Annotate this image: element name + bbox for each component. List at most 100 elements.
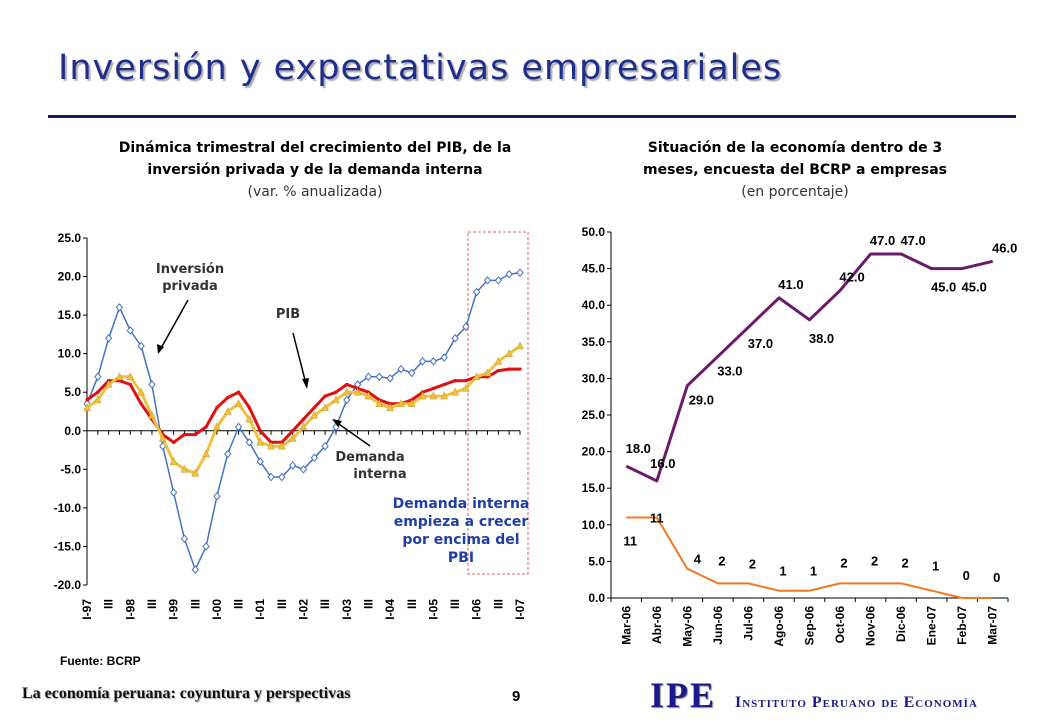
right-series-0-line xyxy=(625,252,994,483)
inversion-point xyxy=(245,438,254,447)
annotation-inversion: Inversión xyxy=(156,262,224,277)
pib-point xyxy=(431,386,435,390)
left-x-tick-label: I-97 xyxy=(80,599,94,620)
demanda-point xyxy=(83,403,91,411)
demanda-point xyxy=(212,422,221,431)
right-data-label-peor: 2 xyxy=(749,556,756,571)
pib-point xyxy=(226,396,230,400)
demanda-point xyxy=(202,449,210,458)
left-y-tick-label: -15.0 xyxy=(54,539,82,553)
institute-name: Instituto Peruano de Economía xyxy=(735,694,978,711)
demanda-point xyxy=(234,399,243,408)
demanda-point xyxy=(429,391,438,400)
left-y-tick-label: -10.0 xyxy=(54,501,82,515)
left-x-tick-label: III xyxy=(232,599,246,609)
demanda-point xyxy=(364,391,373,400)
pib-point xyxy=(258,429,262,433)
pib-point xyxy=(237,390,241,394)
demanda-point xyxy=(397,399,405,408)
source-note: Fuente: BCRP xyxy=(60,654,141,668)
left-y-tick-label: -5.0 xyxy=(60,462,81,476)
demanda-point xyxy=(494,356,503,365)
inversion-point xyxy=(364,372,373,382)
right-data-label-peor: 11 xyxy=(623,533,637,548)
right-data-label-mejor: 33.0 xyxy=(717,363,742,378)
inversion-point xyxy=(148,380,156,389)
left-x-tick-label: III xyxy=(318,599,332,609)
inversion-point xyxy=(494,276,503,285)
demanda-point xyxy=(461,383,470,392)
right-data-label-peor: 2 xyxy=(871,553,878,568)
page-number: 9 xyxy=(512,688,521,705)
right-x-tick-label: Nov-06 xyxy=(864,606,878,646)
pib-point xyxy=(150,417,154,421)
inversion-point xyxy=(451,333,459,343)
pib-point xyxy=(334,390,338,394)
right-data-label-mejor: 38.0 xyxy=(809,331,834,346)
demanda-point xyxy=(256,437,265,446)
demanda-point xyxy=(115,372,124,381)
pib-point xyxy=(323,394,327,398)
right-data-label-peor: 11 xyxy=(650,510,664,525)
demanda-point xyxy=(472,372,481,381)
pib-point xyxy=(518,367,522,371)
demanda-point xyxy=(516,341,524,350)
pib-point xyxy=(247,406,251,410)
inversion-point xyxy=(256,457,264,466)
demanda-point xyxy=(245,414,254,423)
left-x-tick-label: III xyxy=(405,599,419,609)
demanda-point xyxy=(191,468,200,477)
demanda-point xyxy=(375,399,384,408)
right-data-label-mejor: 16.0 xyxy=(650,456,675,471)
right-data-label-peor: 2 xyxy=(840,555,847,570)
demanda-point xyxy=(137,387,146,396)
demanda-point xyxy=(277,441,286,450)
arrowhead-inversion xyxy=(157,344,164,354)
pib-point xyxy=(215,406,219,410)
inversion-point xyxy=(94,372,102,382)
inversion-point xyxy=(321,441,329,451)
arrowhead-demanda xyxy=(332,419,342,427)
left-x-tick-label: III xyxy=(275,599,289,609)
pib-point xyxy=(464,379,468,383)
right-x-tick-label: Jul-06 xyxy=(741,606,755,641)
inversion-point xyxy=(180,534,189,544)
left-chart-title-line2: inversión privada y de la demanda intern… xyxy=(147,162,483,178)
right-x-tick-label: Abr-06 xyxy=(650,606,664,644)
left-x-tick-label: I-04 xyxy=(383,599,397,620)
demanda-point xyxy=(407,399,416,408)
left-x-tick-label: I-98 xyxy=(123,599,137,620)
arrow-demanda xyxy=(335,421,371,447)
inversion-point xyxy=(267,472,275,482)
pib-point xyxy=(312,406,316,410)
left-x-tick-label: III xyxy=(102,599,116,609)
left-x-tick-label: I-00 xyxy=(210,599,224,620)
inversion-point xyxy=(429,357,438,366)
right-data-label-mejor: 42.0 xyxy=(839,270,864,285)
right-x-tick-label: Feb-07 xyxy=(955,606,969,645)
left-x-tick-label: I-99 xyxy=(167,599,181,620)
demanda-point xyxy=(353,387,362,396)
inversion-point xyxy=(473,287,481,297)
pib-point xyxy=(172,440,176,444)
pib-point xyxy=(204,425,208,429)
right-y-tick-label: 50.0 xyxy=(582,225,606,239)
demanda-point xyxy=(418,391,427,400)
right-data-label-mejor: 47.0 xyxy=(870,233,895,248)
right-y-tick-label: 15.0 xyxy=(582,481,606,495)
left-chart: 25.0 20.0 15.0 10.0 5.0 0.0 -5.0 -10.0 -15.0 -20.… xyxy=(54,231,530,620)
inversion-point xyxy=(224,449,232,459)
right-chart-title-line2: meses, encuesta del BCRP a empresas xyxy=(643,162,947,178)
demanda-point xyxy=(169,457,178,465)
pib-point xyxy=(96,390,100,394)
right-x-tick-label: Mar-06 xyxy=(619,606,633,645)
arrow-inversion xyxy=(159,299,189,351)
right-data-label-peor: 1 xyxy=(779,564,786,579)
inversion-point xyxy=(483,276,492,285)
left-chart-title-line1: Dinámica trimestral del crecimiento del … xyxy=(118,140,512,156)
inversion-point xyxy=(505,269,513,279)
demanda-point xyxy=(104,379,113,388)
annotation-note: por encima del xyxy=(402,532,519,548)
right-y-tick-label: 35.0 xyxy=(582,335,606,349)
